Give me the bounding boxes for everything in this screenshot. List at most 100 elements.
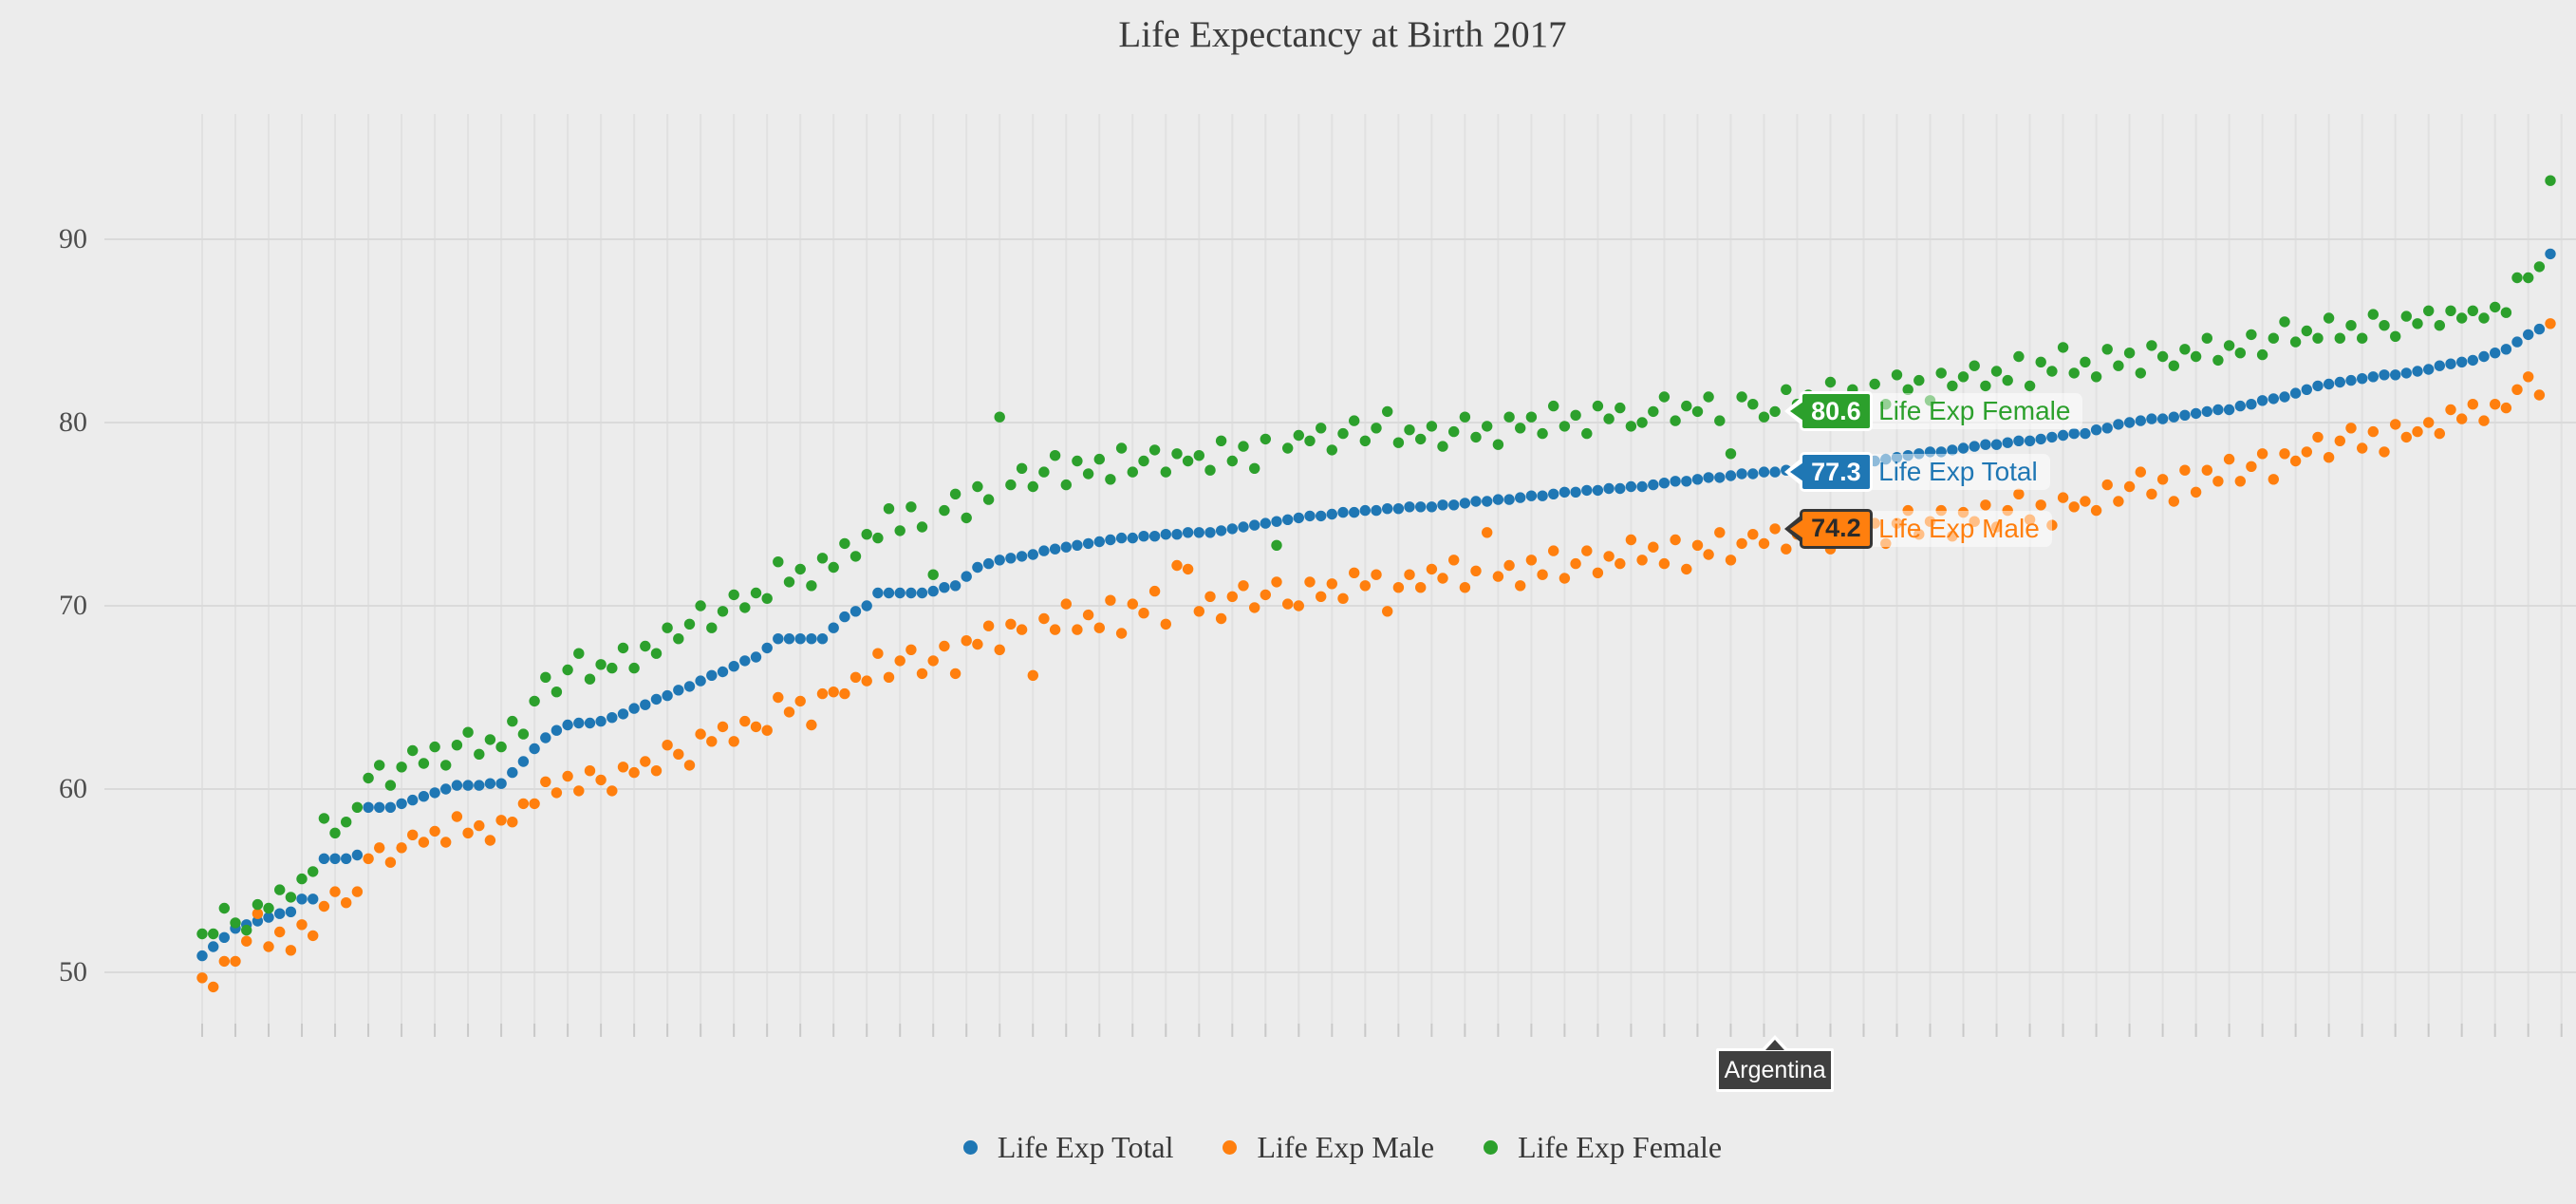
life-exp-female-point[interactable] bbox=[1625, 421, 1637, 432]
life-exp-female-point[interactable] bbox=[1525, 411, 1538, 423]
life-exp-male-point[interactable] bbox=[2323, 452, 2335, 463]
life-exp-male-point[interactable] bbox=[2390, 419, 2401, 430]
life-exp-total-point[interactable] bbox=[1260, 517, 1272, 529]
life-exp-total-point[interactable] bbox=[208, 941, 219, 952]
life-exp-total-point[interactable] bbox=[1148, 531, 1161, 542]
life-exp-male-point[interactable] bbox=[1193, 606, 1205, 617]
life-exp-total-point[interactable] bbox=[1415, 501, 1427, 513]
life-exp-male-point[interactable] bbox=[1515, 580, 1526, 592]
life-exp-female-point[interactable] bbox=[418, 758, 430, 769]
life-exp-female-point[interactable] bbox=[982, 494, 995, 505]
life-exp-total-point[interactable] bbox=[2434, 360, 2445, 371]
life-exp-male-point[interactable] bbox=[828, 687, 839, 698]
life-exp-total-point[interactable] bbox=[2223, 404, 2235, 416]
life-exp-male-point[interactable] bbox=[2135, 466, 2146, 478]
life-exp-female-point[interactable] bbox=[1160, 466, 1172, 478]
life-exp-female-point[interactable] bbox=[1714, 415, 1726, 426]
life-exp-male-point[interactable] bbox=[2212, 476, 2224, 487]
life-exp-total-point[interactable] bbox=[2423, 364, 2435, 375]
life-exp-female-point[interactable] bbox=[1548, 400, 1559, 412]
life-exp-total-point[interactable] bbox=[318, 853, 330, 864]
life-exp-male-point[interactable] bbox=[640, 756, 651, 767]
life-exp-male-point[interactable] bbox=[662, 740, 673, 751]
life-exp-male-point[interactable] bbox=[2057, 492, 2069, 503]
life-exp-female-point[interactable] bbox=[1670, 415, 1681, 426]
life-exp-total-point[interactable] bbox=[1304, 510, 1316, 522]
life-exp-total-point[interactable] bbox=[396, 798, 407, 810]
life-exp-total-point[interactable] bbox=[2412, 366, 2423, 377]
life-exp-total-point[interactable] bbox=[2024, 435, 2036, 446]
life-exp-female-point[interactable] bbox=[2367, 309, 2379, 320]
life-exp-total-point[interactable] bbox=[2490, 348, 2501, 359]
life-exp-total-point[interactable] bbox=[440, 783, 452, 795]
life-exp-female-point[interactable] bbox=[1869, 378, 1880, 390]
life-exp-male-point[interactable] bbox=[329, 886, 341, 897]
life-exp-female-point[interactable] bbox=[1260, 433, 1272, 445]
life-exp-female-point[interactable] bbox=[1559, 421, 1571, 432]
life-exp-male-point[interactable] bbox=[2301, 446, 2312, 458]
life-exp-female-point[interactable] bbox=[1515, 423, 1526, 434]
life-exp-male-point[interactable] bbox=[1537, 569, 1548, 580]
life-exp-female-point[interactable] bbox=[1337, 427, 1349, 440]
life-exp-female-point[interactable] bbox=[2234, 348, 2246, 359]
life-exp-female-point[interactable] bbox=[1470, 431, 1482, 443]
life-exp-female-point[interactable] bbox=[540, 671, 551, 683]
life-exp-total-point[interactable] bbox=[507, 766, 518, 779]
life-exp-female-point[interactable] bbox=[2467, 305, 2478, 316]
life-exp-male-point[interactable] bbox=[750, 721, 762, 733]
life-exp-male-point[interactable] bbox=[927, 655, 939, 667]
life-exp-total-point[interactable] bbox=[1105, 534, 1116, 546]
life-exp-male-point[interactable] bbox=[2334, 435, 2345, 446]
life-exp-male-point[interactable] bbox=[584, 765, 596, 777]
life-exp-total-point[interactable] bbox=[849, 606, 862, 617]
life-exp-female-point[interactable] bbox=[1127, 466, 1139, 478]
life-exp-total-point[interactable] bbox=[773, 633, 784, 645]
life-exp-female-point[interactable] bbox=[2113, 360, 2124, 371]
life-exp-male-point[interactable] bbox=[1415, 582, 1427, 593]
life-exp-male-point[interactable] bbox=[451, 811, 463, 822]
life-exp-male-point[interactable] bbox=[1271, 576, 1282, 588]
life-exp-female-point[interactable] bbox=[683, 618, 696, 630]
life-exp-total-point[interactable] bbox=[2156, 413, 2169, 424]
life-exp-female-point[interactable] bbox=[2168, 360, 2179, 371]
life-exp-male-point[interactable] bbox=[1226, 591, 1239, 602]
life-exp-total-point[interactable] bbox=[1459, 498, 1471, 509]
life-exp-total-point[interactable] bbox=[927, 585, 939, 597]
life-exp-male-point[interactable] bbox=[1570, 557, 1581, 570]
life-exp-total-point[interactable] bbox=[573, 717, 585, 729]
life-exp-total-point[interactable] bbox=[2379, 369, 2390, 381]
life-exp-female-point[interactable] bbox=[1016, 462, 1028, 474]
life-exp-male-point[interactable] bbox=[540, 776, 551, 787]
life-exp-female-point[interactable] bbox=[1072, 455, 1083, 467]
life-exp-female-point[interactable] bbox=[1316, 423, 1327, 434]
life-exp-female-point[interactable] bbox=[717, 606, 729, 617]
life-exp-male-point[interactable] bbox=[1703, 549, 1714, 560]
life-exp-male-point[interactable] bbox=[573, 785, 585, 797]
life-exp-female-point[interactable] bbox=[551, 687, 563, 698]
life-exp-male-point[interactable] bbox=[252, 908, 264, 919]
life-exp-female-point[interactable] bbox=[341, 817, 352, 828]
life-exp-female-point[interactable] bbox=[2334, 332, 2345, 344]
life-exp-male-point[interactable] bbox=[318, 900, 330, 912]
life-exp-total-point[interactable] bbox=[2101, 423, 2113, 434]
life-exp-female-point[interactable] bbox=[1781, 384, 1792, 395]
life-exp-total-point[interactable] bbox=[296, 894, 308, 905]
life-exp-total-point[interactable] bbox=[806, 633, 817, 645]
life-exp-male-point[interactable] bbox=[1371, 569, 1382, 580]
life-exp-total-point[interactable] bbox=[1947, 444, 1958, 456]
life-exp-total-point[interactable] bbox=[1359, 504, 1372, 517]
life-exp-total-point[interactable] bbox=[728, 661, 739, 672]
life-exp-female-point[interactable] bbox=[695, 600, 706, 611]
life-exp-female-point[interactable] bbox=[1636, 417, 1648, 428]
life-exp-female-point[interactable] bbox=[994, 411, 1005, 423]
life-exp-female-point[interactable] bbox=[1115, 442, 1128, 454]
life-exp-female-point[interactable] bbox=[2156, 350, 2169, 363]
life-exp-female-point[interactable] bbox=[2434, 320, 2445, 331]
life-exp-female-point[interactable] bbox=[1615, 402, 1626, 414]
life-exp-total-point[interactable] bbox=[1714, 472, 1726, 483]
life-exp-male-point[interactable] bbox=[2013, 488, 2025, 499]
life-exp-female-point[interactable] bbox=[1359, 435, 1372, 446]
life-exp-female-point[interactable] bbox=[296, 873, 308, 885]
life-exp-male-point[interactable] bbox=[1636, 555, 1648, 566]
life-exp-total-point[interactable] bbox=[2246, 399, 2257, 410]
